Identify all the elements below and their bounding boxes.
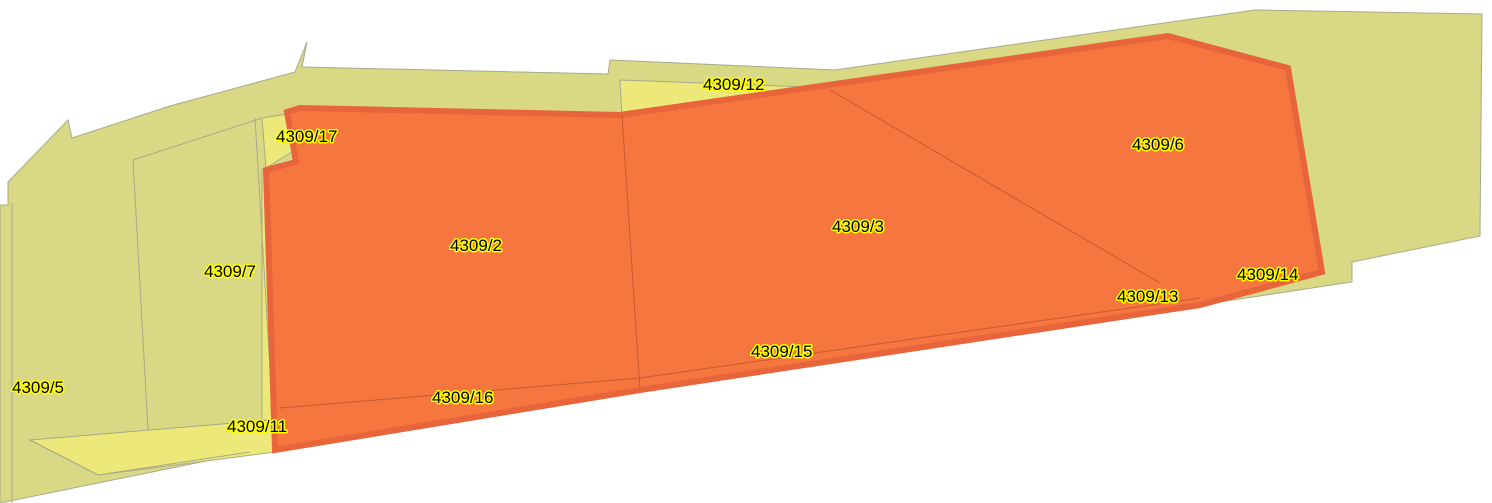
- label-4309-12: 4309/12: [703, 75, 764, 94]
- label-4309-5: 4309/5: [12, 378, 64, 397]
- parcel-boundary: [11, 117, 276, 503]
- label-4309-15: 4309/15: [751, 342, 812, 361]
- label-4309-2: 4309/2: [450, 236, 502, 255]
- highlight-area[interactable]: [262, 32, 1326, 454]
- label-4309-14: 4309/14: [1237, 265, 1298, 284]
- parcel-labels: 4309/12 4309/17 4309/6 4309/3 4309/2 430…: [11, 74, 1300, 438]
- label-4309-7: 4309/7: [204, 262, 256, 281]
- highlighted-parcels: [262, 32, 1326, 454]
- label-4309-11: 4309/11: [227, 417, 287, 436]
- label-4309-16: 4309/16: [432, 388, 493, 407]
- label-4309-6: 4309/6: [1132, 135, 1184, 154]
- label-4309-17: 4309/17: [276, 127, 337, 146]
- label-4309-3: 4309/3: [832, 217, 884, 236]
- parcel-divider: [279, 89, 1201, 409]
- label-4309-13: 4309/13: [1117, 287, 1178, 306]
